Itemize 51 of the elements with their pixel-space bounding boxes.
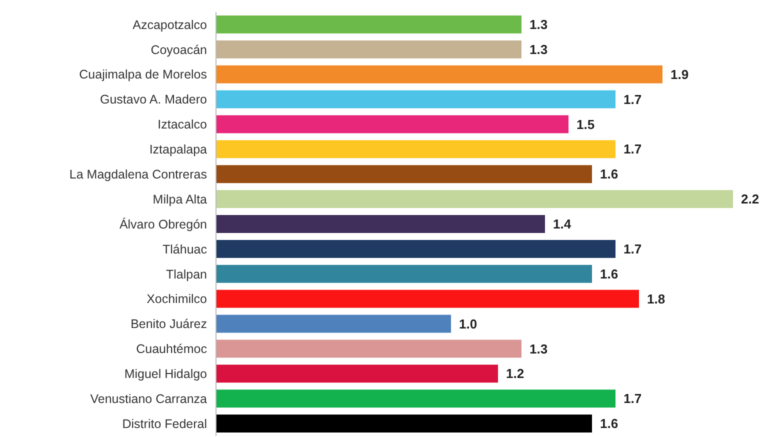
y-tick-label: Gustavo A. Madero xyxy=(100,92,208,107)
data-label: 1.6 xyxy=(600,166,618,182)
data-label: 1.2 xyxy=(506,366,524,382)
bar xyxy=(216,15,522,34)
data-label: 1.7 xyxy=(624,241,642,256)
data-label: 1.8 xyxy=(647,291,666,306)
y-tick-label: La Magdalena Contreras xyxy=(69,167,207,182)
y-tick-label: Venustiano Carranza xyxy=(90,392,208,406)
data-label: 1.6 xyxy=(600,416,618,432)
y-tick-label: Cuauhtémoc xyxy=(136,342,207,356)
data-label: 1.3 xyxy=(530,17,548,32)
y-tick-label: Azcapotzalco xyxy=(132,18,208,32)
bar xyxy=(216,165,592,184)
data-label: 1.5 xyxy=(576,116,595,132)
bar xyxy=(216,115,568,134)
data-label: 1.7 xyxy=(624,92,642,107)
bar xyxy=(216,240,616,258)
bar xyxy=(216,390,616,408)
bar xyxy=(216,264,592,283)
bar xyxy=(216,364,498,383)
data-label: 1.3 xyxy=(530,42,548,57)
bar xyxy=(216,190,733,208)
bar xyxy=(216,314,451,333)
data-label: 1.0 xyxy=(459,316,478,332)
y-tick-label: Iztacalco xyxy=(158,118,208,132)
y-tick-label: Coyoacán xyxy=(150,42,208,57)
y-tick-label: Benito Juárez xyxy=(130,317,207,332)
data-label: 1.9 xyxy=(670,66,689,82)
bar xyxy=(216,414,592,433)
y-tick-label: Cuajimalpa de Morelos xyxy=(79,68,207,82)
data-label: 1.4 xyxy=(553,216,572,232)
y-tick-label: Iztapalapa xyxy=(149,142,208,157)
bar xyxy=(216,40,522,58)
bar xyxy=(216,290,639,308)
y-tick-label: Álvaro Obregón xyxy=(119,217,208,232)
y-tick-label: Miguel Hidalgo xyxy=(124,367,208,382)
y-tick-label: Tláhuac xyxy=(162,242,207,256)
data-label: 2.2 xyxy=(741,192,760,207)
y-tick-label: Tlalpan xyxy=(166,267,208,282)
bar xyxy=(216,340,522,358)
y-tick-label: Distrito Federal xyxy=(122,416,207,431)
y-tick-label: Milpa Alta xyxy=(152,192,208,206)
bar xyxy=(216,215,545,233)
bar xyxy=(216,140,616,158)
bar xyxy=(216,90,616,108)
data-label: 1.7 xyxy=(624,391,642,406)
data-label: 1.6 xyxy=(600,266,618,282)
bar xyxy=(216,65,662,84)
data-label: 1.7 xyxy=(624,142,642,157)
y-tick-label: Xochimilco xyxy=(146,292,208,306)
data-label: 1.3 xyxy=(530,341,548,356)
